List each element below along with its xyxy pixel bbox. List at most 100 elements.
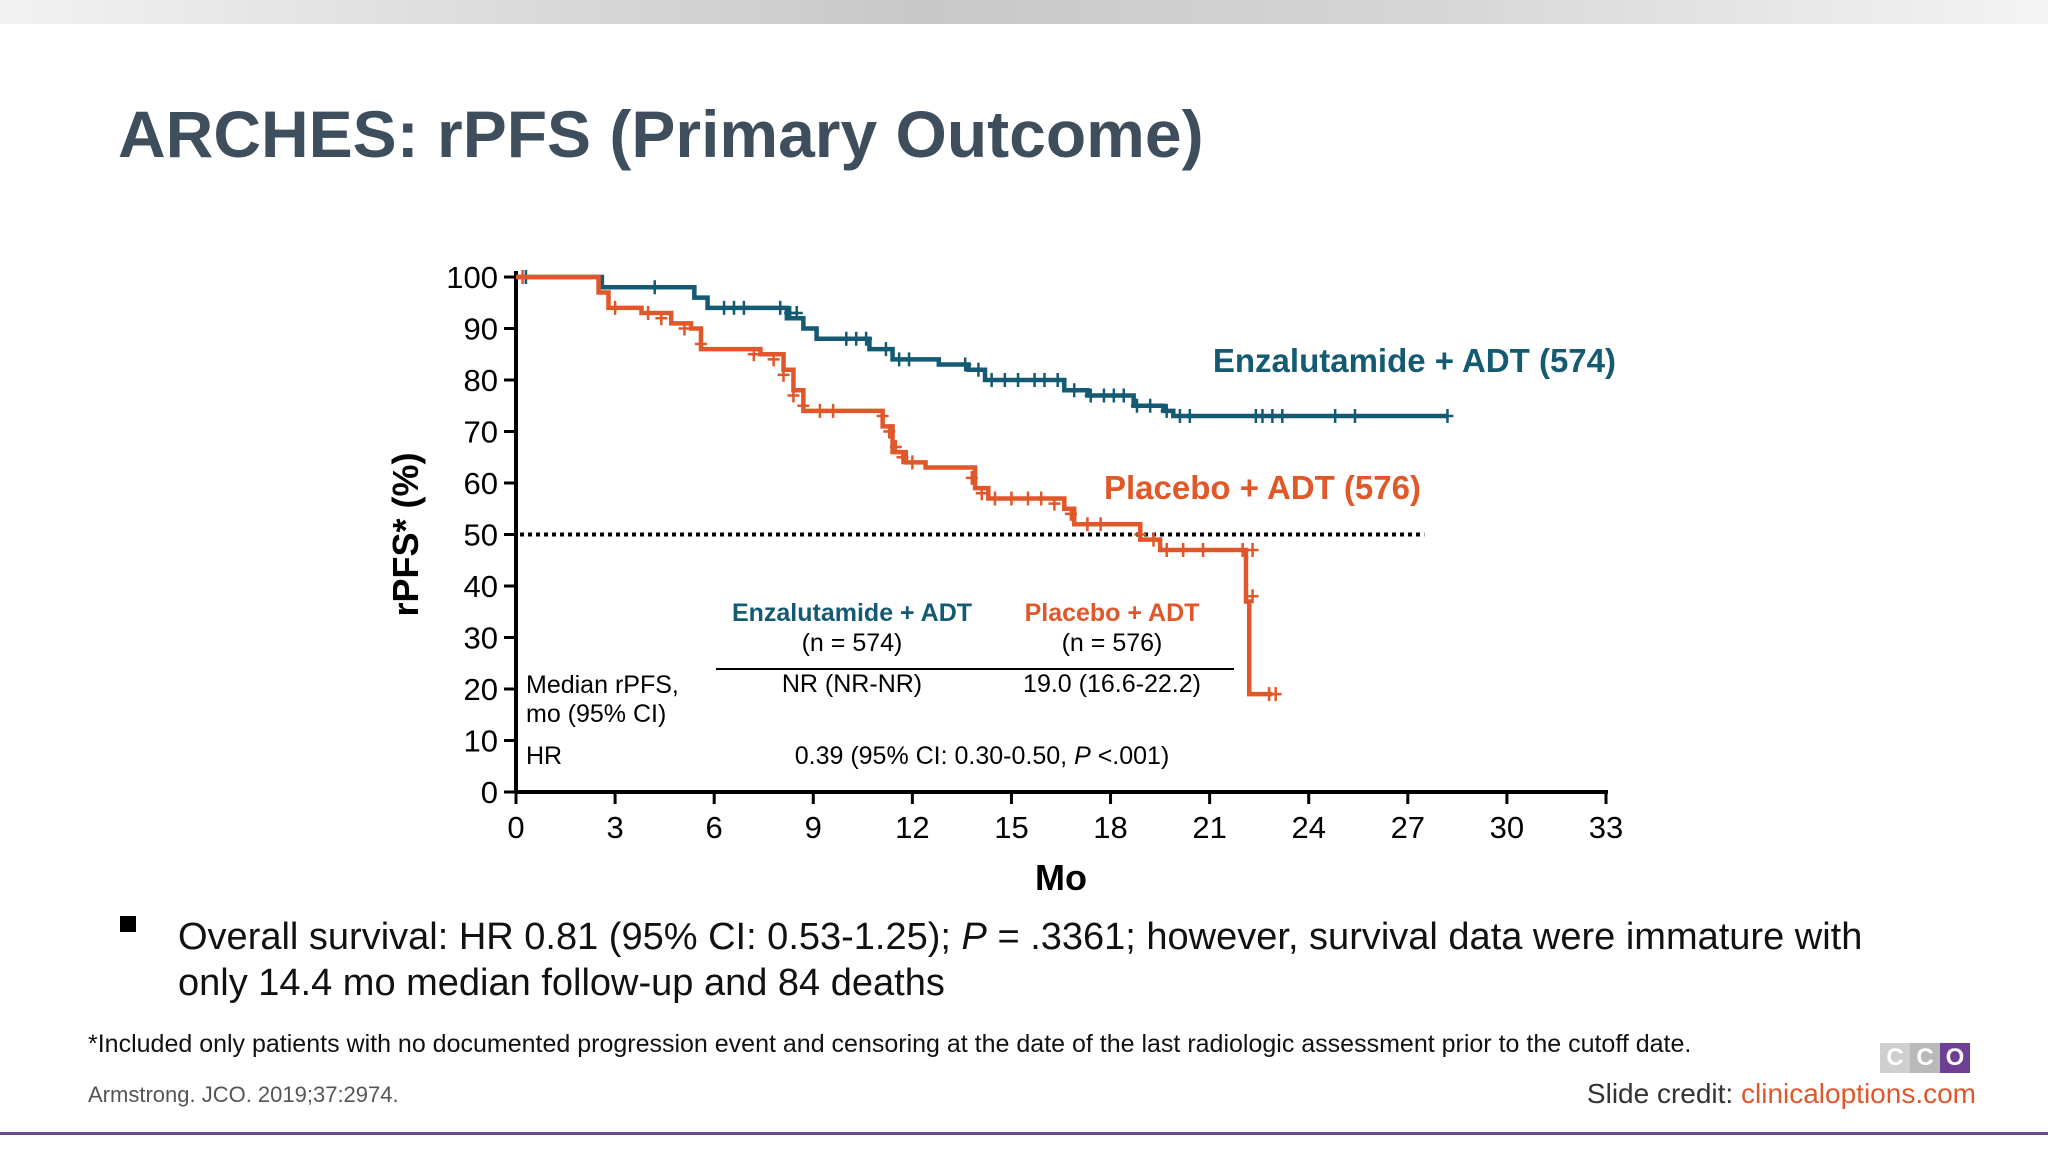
credit-link[interactable]: clinicaloptions.com <box>1741 1078 1976 1109</box>
censor-mark-enzalutamide <box>1276 409 1289 424</box>
logo-letter-3: O <box>1940 1043 1970 1073</box>
censor-mark-placebo <box>827 403 840 418</box>
x-tick-label-9: 9 <box>805 810 822 845</box>
censor-mark-enzalutamide <box>648 280 661 295</box>
censor-mark-placebo <box>1021 491 1034 506</box>
censor-mark-enzalutamide <box>1084 388 1097 403</box>
bullet-os-part2: = .3361; however, survival data were imm… <box>178 916 1863 1004</box>
censor-mark-placebo <box>876 409 889 424</box>
censor-mark-enzalutamide <box>879 342 892 357</box>
censor-mark-placebo <box>516 270 529 284</box>
censor-mark-placebo <box>1048 496 1061 511</box>
censor-mark-enzalutamide <box>1038 373 1051 387</box>
censor-mark-placebo <box>678 321 691 336</box>
y-tick-label-60: 60 <box>464 466 498 501</box>
y-tick-label-10: 10 <box>464 724 498 759</box>
y-tick-label-50: 50 <box>464 518 498 553</box>
x-tick-label-18: 18 <box>1093 810 1127 845</box>
censor-mark-placebo <box>747 347 760 362</box>
table-row-label-median: Median rPFS, <box>526 671 679 699</box>
y-tick-label-90: 90 <box>464 312 498 347</box>
logo-letter-1: C <box>1880 1043 1910 1073</box>
y-tick-label-30: 30 <box>464 621 498 656</box>
censor-mark-enzalutamide <box>1441 409 1454 424</box>
censor-mark-placebo <box>1094 517 1107 532</box>
logo-letter-2: C <box>1910 1043 1940 1073</box>
censor-mark-placebo <box>988 491 1001 506</box>
y-tick-label-0: 0 <box>481 775 498 810</box>
bullet-os-text: Overall survival: HR 0.81 (95% CI: 0.53-… <box>178 914 1938 1006</box>
series-label-enzalutamide: Enzalutamide + ADT (574) <box>1213 342 1616 379</box>
censor-mark-enzalutamide <box>903 352 916 367</box>
censor-mark-placebo <box>1246 589 1259 604</box>
table-cell-median-placebo: 19.0 (16.6-22.2) <box>1023 670 1201 698</box>
bullet-os-part1: Overall survival: HR 0.81 (95% CI: 0.53-… <box>178 916 962 958</box>
censor-mark-placebo <box>1081 517 1094 532</box>
censor-mark-enzalutamide <box>1144 398 1157 413</box>
censor-mark-placebo <box>1246 542 1259 557</box>
x-tick-label-3: 3 <box>606 810 623 845</box>
censor-mark-enzalutamide <box>998 373 1011 387</box>
censor-mark-enzalutamide <box>1051 373 1064 387</box>
censor-mark-placebo <box>1147 532 1160 547</box>
y-tick-label-40: 40 <box>464 569 498 604</box>
table-row-label-hr: HR <box>526 742 562 770</box>
censor-mark-placebo <box>1005 491 1018 506</box>
cco-logo: C C O <box>1880 1043 1970 1073</box>
censor-mark-placebo <box>1177 542 1190 557</box>
censor-mark-enzalutamide <box>1183 409 1196 424</box>
censor-mark-placebo <box>642 306 655 321</box>
censor-mark-enzalutamide <box>1012 373 1025 387</box>
table-row-label-median-2: mo (95% CI) <box>526 700 666 728</box>
reference: Armstrong. JCO. 2019;37:2974. <box>88 1082 399 1107</box>
censor-mark-placebo <box>1269 687 1282 702</box>
censor-mark-placebo <box>889 439 902 454</box>
censor-mark-enzalutamide <box>985 373 998 387</box>
censor-mark-placebo <box>777 367 790 382</box>
footnote: *Included only patients with no document… <box>88 1030 1692 1058</box>
censor-mark-enzalutamide <box>790 306 803 321</box>
bullet-marker <box>120 916 136 932</box>
censor-mark-enzalutamide <box>737 300 750 315</box>
censor-mark-placebo <box>813 403 826 418</box>
y-tick-label-70: 70 <box>464 415 498 450</box>
censor-mark-enzalutamide <box>959 357 972 372</box>
censor-mark-placebo <box>1064 506 1077 521</box>
x-tick-label-24: 24 <box>1291 810 1325 845</box>
bullet-os-p: P <box>961 916 987 958</box>
table-subheader-enzalutamide: (n = 574) <box>802 629 903 657</box>
censor-mark-placebo <box>609 300 622 315</box>
censor-mark-placebo <box>655 311 668 326</box>
y-axis-title: rPFS* (%) <box>385 452 426 616</box>
x-tick-label-12: 12 <box>895 810 929 845</box>
censor-mark-placebo <box>1134 527 1147 542</box>
y-tick-label-20: 20 <box>464 672 498 707</box>
censor-mark-placebo <box>975 486 988 501</box>
x-axis-title: Mo <box>1035 857 1087 898</box>
censor-mark-enzalutamide <box>1348 409 1361 424</box>
table-header-placebo: Placebo + ADT <box>1025 599 1200 627</box>
y-tick-label-80: 80 <box>464 363 498 398</box>
censor-mark-placebo <box>965 470 978 485</box>
censor-mark-placebo <box>906 455 919 470</box>
table-subheader-placebo: (n = 576) <box>1062 629 1163 657</box>
censor-mark-enzalutamide <box>1130 398 1143 413</box>
censor-mark-enzalutamide <box>860 331 873 346</box>
x-tick-label-0: 0 <box>507 810 524 845</box>
censor-mark-enzalutamide <box>1329 409 1342 424</box>
bottom-rule <box>0 1132 2048 1135</box>
censor-mark-placebo <box>1160 542 1173 557</box>
censor-mark-enzalutamide <box>1068 383 1081 398</box>
censor-mark-placebo <box>883 424 896 439</box>
x-tick-label-30: 30 <box>1490 810 1524 845</box>
y-tick-label-100: 100 <box>446 260 498 295</box>
censor-mark-enzalutamide <box>774 300 787 315</box>
series-label-placebo: Placebo + ADT (576) <box>1104 469 1421 506</box>
x-tick-label-6: 6 <box>706 810 723 845</box>
table-cell-hr: 0.39 (95% CI: 0.30-0.50, P <.001) <box>795 742 1170 770</box>
censor-mark-enzalutamide <box>972 362 985 377</box>
censor-mark-enzalutamide <box>1160 403 1173 418</box>
x-tick-label-15: 15 <box>994 810 1028 845</box>
censor-mark-placebo <box>767 352 780 367</box>
